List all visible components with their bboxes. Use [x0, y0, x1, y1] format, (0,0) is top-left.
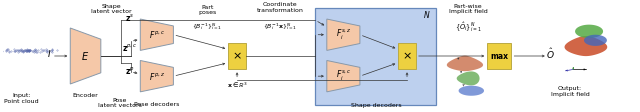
- Text: Pose decoders: Pose decoders: [134, 102, 180, 107]
- Text: $\times$: $\times$: [232, 51, 242, 61]
- Text: $N$: $N$: [423, 9, 431, 19]
- Text: max: max: [490, 52, 508, 60]
- Polygon shape: [140, 60, 173, 92]
- Text: Shape decoders: Shape decoders: [351, 103, 401, 108]
- Text: $\mathbf{z}^{p,c}$: $\mathbf{z}^{p,c}$: [122, 42, 137, 53]
- FancyBboxPatch shape: [316, 8, 436, 105]
- Text: $\{\hat{O}_i\}_{i=1}^N$: $\{\hat{O}_i\}_{i=1}^N$: [454, 20, 481, 34]
- Text: $\mathbf{x}\in\mathbb{R}^3$: $\mathbf{x}\in\mathbb{R}^3$: [227, 81, 248, 90]
- Polygon shape: [327, 19, 360, 50]
- Text: $I$: $I$: [47, 48, 51, 59]
- Text: $F^{p,z}$: $F^{p,z}$: [148, 71, 165, 82]
- Polygon shape: [564, 36, 607, 56]
- Text: Part
poses: Part poses: [198, 5, 216, 15]
- Text: $\hat{O}$: $\hat{O}$: [547, 46, 555, 61]
- Text: $\times$: $\times$: [402, 51, 412, 61]
- Text: $E$: $E$: [81, 50, 90, 62]
- Text: Encoder: Encoder: [73, 93, 99, 98]
- Text: $\mathbf{z}^{p}$: $\mathbf{z}^{p}$: [125, 65, 134, 76]
- Text: Input:
Point cloud: Input: Point cloud: [4, 93, 38, 104]
- Polygon shape: [327, 60, 360, 92]
- FancyBboxPatch shape: [228, 43, 246, 69]
- Text: $\{B_i^{-1}\}_{i=1}^N$: $\{B_i^{-1}\}_{i=1}^N$: [192, 22, 222, 32]
- Polygon shape: [140, 19, 173, 50]
- Text: Pose
latent vectors: Pose latent vectors: [98, 98, 142, 108]
- Text: $\mathbf{z}^s$: $\mathbf{z}^s$: [125, 12, 134, 23]
- Text: Shape
latent vector: Shape latent vector: [92, 4, 132, 14]
- Polygon shape: [459, 86, 484, 96]
- Polygon shape: [584, 35, 607, 46]
- Text: $F_i^{s,c}$: $F_i^{s,c}$: [335, 69, 351, 83]
- Text: $F^{p,c}$: $F^{p,c}$: [149, 29, 165, 40]
- Text: Coordinate
transformation: Coordinate transformation: [257, 2, 304, 13]
- Text: Output:
Implicit field: Output: Implicit field: [550, 86, 589, 97]
- FancyBboxPatch shape: [398, 43, 416, 69]
- Polygon shape: [70, 28, 101, 84]
- Text: $\{B_i^{-1}\mathbf{x}\}_{i=1}^N$: $\{B_i^{-1}\mathbf{x}\}_{i=1}^N$: [263, 22, 298, 32]
- Text: $F_i^{s,z}$: $F_i^{s,z}$: [335, 28, 351, 42]
- Polygon shape: [457, 71, 479, 85]
- Polygon shape: [447, 56, 483, 71]
- Polygon shape: [575, 25, 603, 38]
- Text: Part-wise
Implicit field: Part-wise Implicit field: [449, 4, 488, 14]
- FancyBboxPatch shape: [487, 43, 511, 69]
